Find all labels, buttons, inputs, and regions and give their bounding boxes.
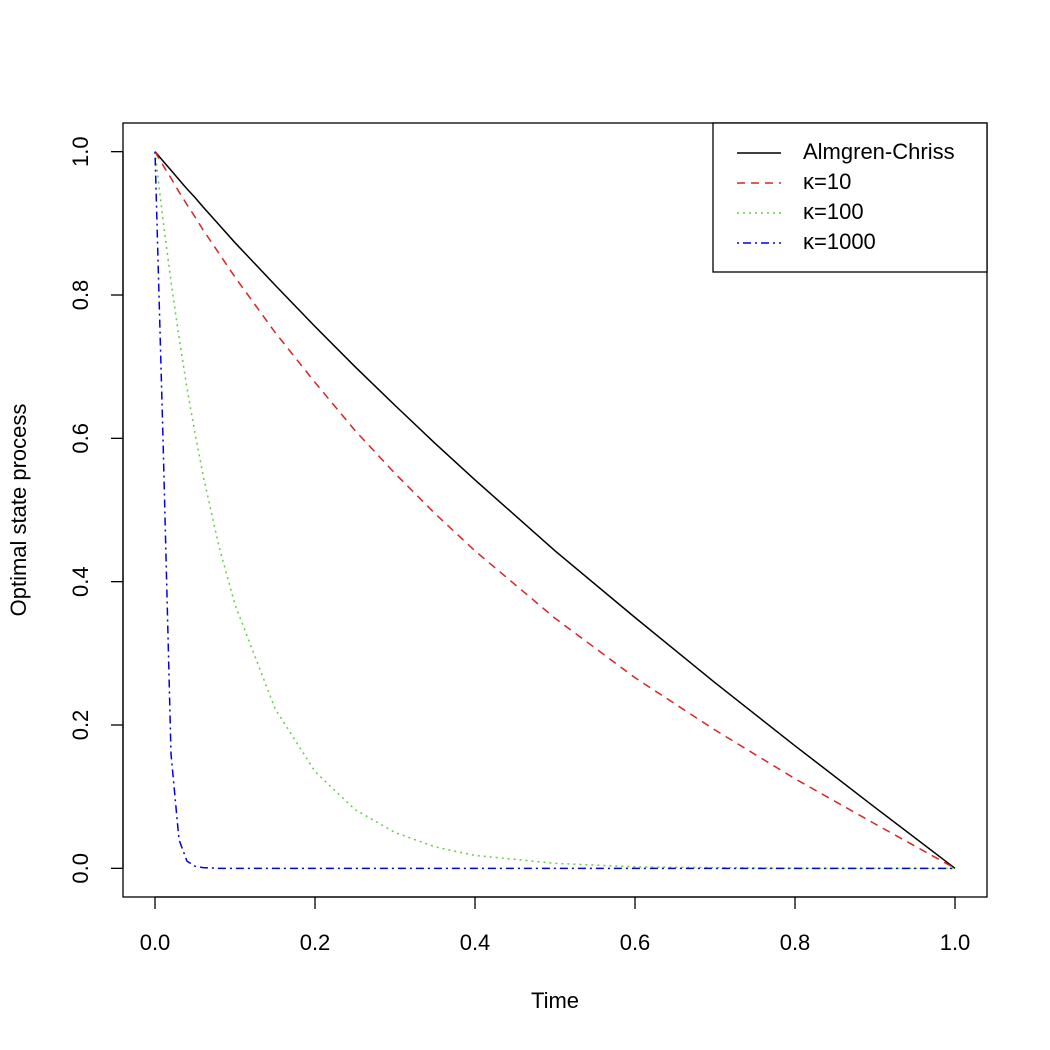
legend-label: Almgren-Chriss <box>803 139 955 164</box>
x-tick-label: 0.0 <box>140 930 171 955</box>
legend-label: κ=1000 <box>803 229 876 254</box>
y-tick-label: 0.6 <box>68 423 93 454</box>
x-axis-label: Time <box>531 988 579 1013</box>
x-tick-label: 1.0 <box>940 930 971 955</box>
series-line <box>154 151 955 870</box>
legend-label: κ=10 <box>803 169 851 194</box>
y-axis-label: Optimal state process <box>6 404 31 617</box>
x-tick-label: 0.6 <box>620 930 651 955</box>
x-tick-label: 0.4 <box>460 930 491 955</box>
series-line <box>154 151 956 869</box>
x-tick-label: 0.8 <box>780 930 811 955</box>
x-tick-label: 0.2 <box>300 930 331 955</box>
y-tick-label: 0.2 <box>68 710 93 741</box>
y-tick-label: 0.0 <box>68 853 93 884</box>
series-line <box>154 151 956 869</box>
legend-label: κ=100 <box>803 199 864 224</box>
legend-box <box>712 122 988 273</box>
y-tick-label: 0.8 <box>68 280 93 311</box>
series-line <box>154 151 955 870</box>
y-tick-label: 1.0 <box>68 136 93 167</box>
y-tick-label: 0.4 <box>68 566 93 597</box>
